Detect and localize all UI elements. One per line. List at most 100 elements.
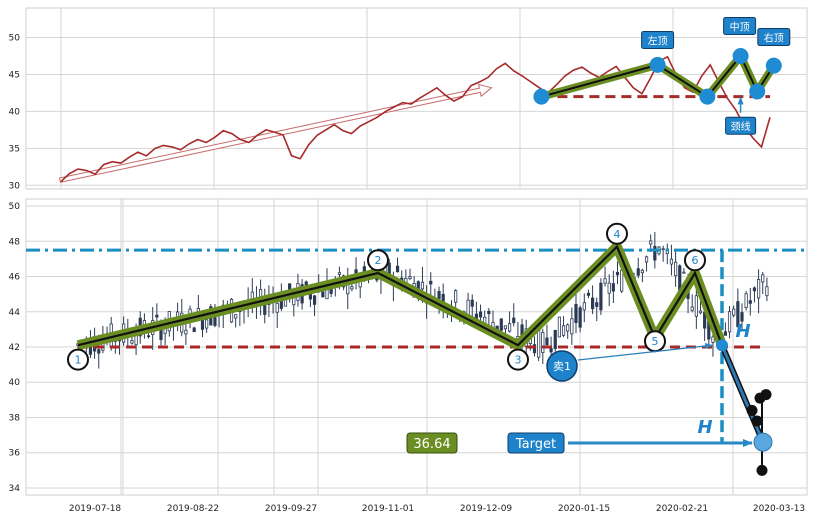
pivot-label: 3 [515,354,522,367]
target-box [507,432,565,454]
pattern-point [649,56,666,73]
candle-body [711,336,715,343]
candle-body [586,292,591,296]
candle-body [636,268,640,276]
candle-body [234,314,238,319]
candle-body [690,306,694,311]
candle-body [545,337,549,346]
candle-body [694,295,698,317]
breakout-marker [716,339,728,352]
bottom-xtick-label: 2019-11-01 [362,504,414,514]
price-dot [746,404,758,416]
pivot-marker-1 [67,348,89,371]
bottom-ytick-label: 34 [9,484,21,494]
height-label-upper: H [735,321,750,342]
candle-body [757,279,761,299]
pattern-point [533,88,550,105]
target-value-label: 36.64 [413,437,450,452]
bottom-xtick-label: 2020-02-21 [656,504,708,514]
candle-body [553,329,557,349]
bottom-xtick-label: 2019-08-22 [167,504,219,514]
bottom-ytick-label: 36 [9,449,21,459]
bottom-xtick-label: 2020-01-15 [558,504,610,514]
pivot-marker-6 [684,249,706,272]
candle-body [732,308,736,316]
candle-body [661,248,665,251]
bottom-ytick-label: 42 [9,343,20,353]
pivot-marker-4 [606,222,628,245]
top-ytick-label: 30 [9,181,21,191]
candle-body [682,271,686,274]
bottom-xtick-label: 2019-07-18 [69,504,122,514]
candle-body [549,348,553,353]
candle-body [761,274,765,283]
candle-body [599,282,603,311]
candle-body [337,272,342,275]
pattern-point [699,88,716,105]
candle-body [744,293,748,308]
trend-arrow [58,83,493,183]
annotation-label: 左顶 [648,35,668,48]
candle-body [321,291,325,298]
candle-body [350,286,354,290]
pattern-point [732,48,749,65]
sell-marker [546,350,578,382]
candle-body [748,300,752,304]
candle-body [192,327,196,333]
bottom-xtick-label: 2020-03-13 [753,504,805,514]
top-ytick-label: 45 [9,70,20,80]
candle-body [674,261,678,277]
annotation-box [641,31,675,50]
candle-body [644,256,649,263]
candle-body [312,295,317,305]
candle-body [561,325,566,336]
candle-body [408,276,412,279]
bottom-ytick-label: 46 [9,273,21,283]
annotation-label: 颈线 [731,120,751,133]
annotation-box [725,116,757,135]
candle-body [263,303,267,315]
top-ytick-label: 50 [9,34,21,44]
candle-body [615,271,620,276]
candle-body [765,286,769,297]
candle-body [503,325,508,330]
candle-body [752,287,757,292]
bottom-ytick-label: 40 [9,378,21,388]
top-yticks: 30 35 40 45 50 [9,34,21,192]
target-value-box [406,432,458,454]
candle-body [570,318,574,335]
pattern-point [749,83,766,100]
candle-body [130,340,134,344]
candle-body [532,344,537,354]
candle-body [620,269,624,292]
candle-body [578,307,582,328]
bottom-ytick-label: 44 [9,308,21,318]
bottom-ytick-label: 38 [9,413,21,423]
candle-body [537,329,541,358]
candle-body [499,318,503,331]
candle-body [155,314,159,318]
sell-label: 卖1 [553,360,571,373]
candle-body [184,329,188,335]
pivot-marker-2 [367,249,389,272]
annotation-box [723,16,757,35]
pivot-label: 4 [614,228,621,241]
candle-body [611,283,615,292]
candle-body [97,349,101,354]
candle-body [512,317,516,324]
candle-body [723,331,728,336]
candle-body [595,302,599,307]
bottom-xtick-label: 2019-09-27 [265,504,317,514]
price-dot [751,415,763,427]
pivot-marker-3 [507,348,529,371]
pivot-label: 2 [375,254,382,267]
bottom-xtick-label: 2019-12-09 [460,504,513,514]
target-marker [753,432,773,452]
candle-body [541,332,545,353]
candle-body [669,258,674,265]
annotation-label: 右顶 [764,32,784,45]
bottom-ytick-label: 48 [9,237,21,247]
price-dot [760,389,772,401]
candle-body [466,299,470,315]
